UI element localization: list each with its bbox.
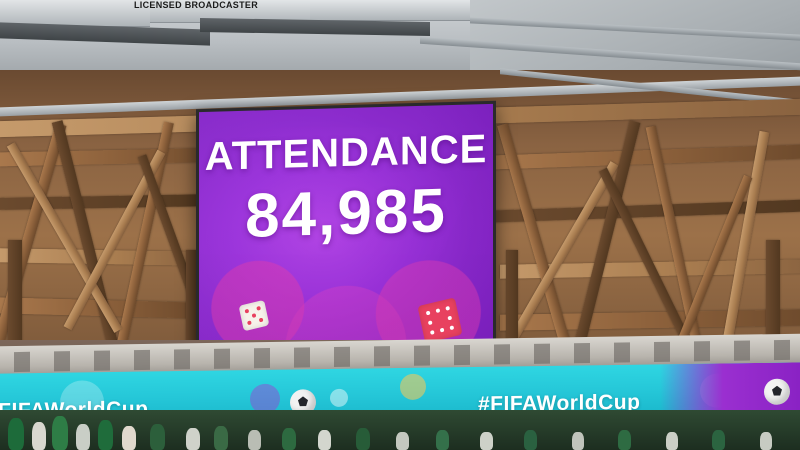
roof-panel bbox=[310, 0, 490, 21]
wood-column bbox=[8, 240, 22, 370]
screen-text-block: ATTENDANCE 84,985 bbox=[199, 126, 493, 256]
attendance-label: ATTENDANCE bbox=[204, 127, 488, 179]
attendance-value: 84,985 bbox=[245, 176, 447, 251]
crowd-area bbox=[0, 410, 800, 450]
screen-display: ATTENDANCE 84,985 bbox=[199, 103, 493, 372]
stadium-led-screen: ATTENDANCE 84,985 bbox=[196, 100, 496, 375]
broadcaster-tag: LICENSED BROADCASTER bbox=[134, 0, 259, 10]
